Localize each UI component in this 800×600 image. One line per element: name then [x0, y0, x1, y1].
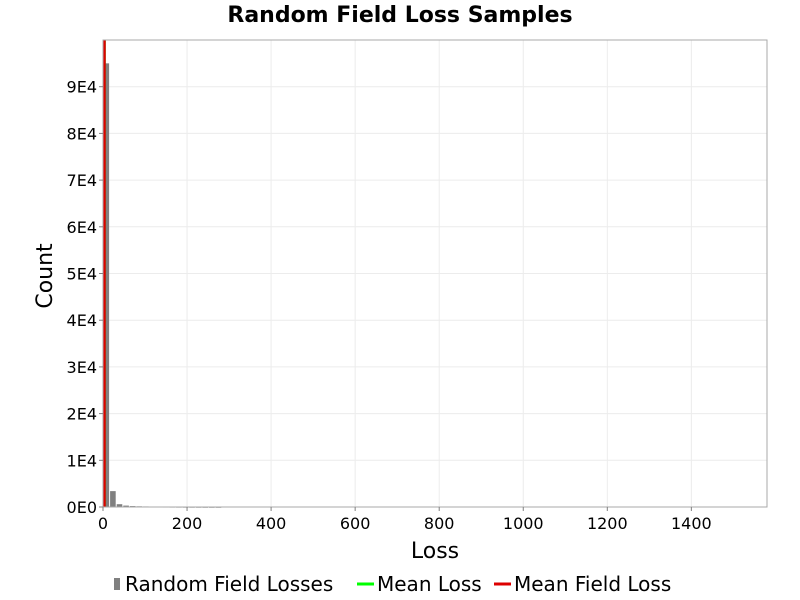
histogram-bar	[116, 504, 123, 507]
chart-title: Random Field Loss Samples	[227, 3, 572, 28]
y-tick-label: 6E4	[67, 218, 97, 237]
y-tick-label: 3E4	[67, 358, 97, 377]
legend-label-random-field-losses: Random Field Losses	[125, 572, 333, 596]
y-tick-label: 8E4	[67, 124, 97, 143]
x-tick-label: 400	[256, 514, 287, 533]
y-axis-ticks: 0E0 1E4 2E4 3E4 4E4 5E4 6E4 7E4 8E4 9E4	[67, 78, 103, 517]
histogram-bar	[123, 505, 129, 507]
legend: Random Field Losses Mean Loss Mean Field…	[114, 572, 671, 596]
legend-label-mean-loss: Mean Loss	[377, 572, 482, 596]
y-tick-label: 7E4	[67, 171, 97, 190]
x-tick-label: 800	[424, 514, 455, 533]
x-tick-label: 200	[172, 514, 203, 533]
legend-label-mean-field-loss: Mean Field Loss	[514, 572, 671, 596]
x-axis-label: Loss	[411, 539, 459, 564]
grid	[102, 40, 767, 508]
y-tick-label: 1E4	[67, 451, 97, 470]
y-tick-label: 2E4	[67, 405, 97, 424]
plot-area	[102, 39, 768, 508]
y-axis-label: Count	[33, 243, 58, 309]
y-tick-label: 0E0	[67, 498, 97, 517]
x-axis-ticks: 0 200 400 600 800 1000 1200 1400	[98, 507, 712, 533]
histogram-bar	[110, 491, 116, 507]
x-tick-label: 1400	[671, 514, 712, 533]
y-tick-label: 9E4	[67, 78, 97, 97]
x-tick-label: 1000	[503, 514, 544, 533]
legend-swatch-random-field-losses	[114, 578, 120, 590]
x-tick-label: 1200	[587, 514, 628, 533]
y-tick-label: 5E4	[67, 265, 97, 284]
y-tick-label: 4E4	[67, 311, 97, 330]
x-tick-label: 0	[98, 514, 108, 533]
x-tick-label: 600	[340, 514, 371, 533]
histogram-bar	[103, 63, 110, 507]
